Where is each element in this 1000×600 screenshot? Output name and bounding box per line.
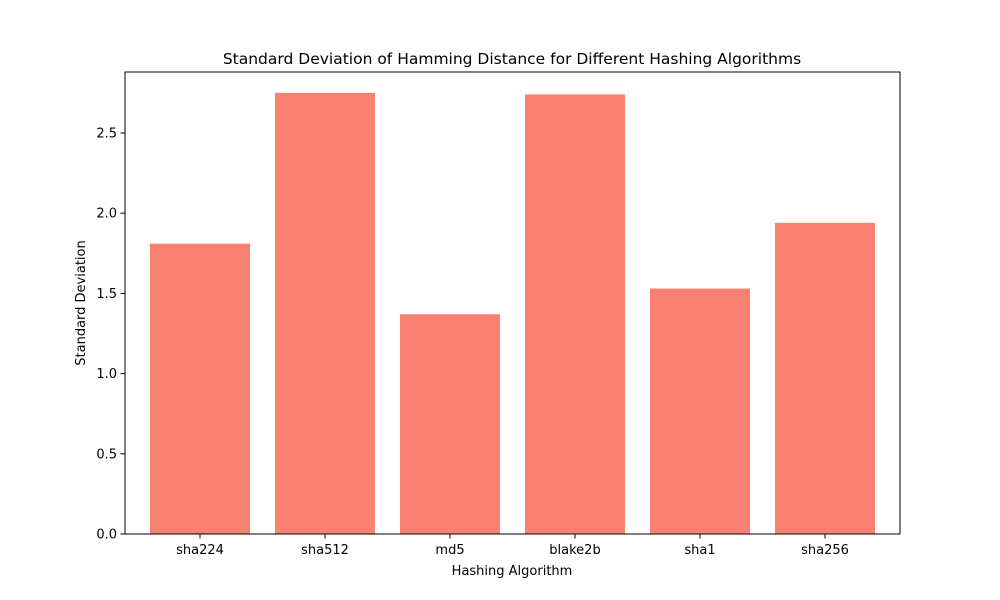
x-tick-label: sha224 [176,543,224,558]
plot-frame [124,71,901,535]
y-tick-label: 1.0 [96,367,117,382]
y-tick-label: 2.5 [96,126,117,141]
chart-title: Standard Deviation of Hamming Distance f… [223,50,801,68]
x-axis-ticks: sha224 sha512 md5 blake2b sha1 sha256 [176,534,849,558]
bars-group [150,92,875,535]
x-tick-label: md5 [435,543,464,558]
bar-sha1 [650,288,750,534]
x-tick-label: sha1 [684,543,715,558]
x-tick-label: blake2b [549,543,600,558]
y-tick-label: 2.0 [96,207,117,222]
bar-sha224 [150,243,250,535]
y-axis-ticks: 0.0 0.5 1.0 1.5 2.0 2.5 [96,126,125,543]
y-tick-label: 1.5 [96,287,117,302]
bar-md5 [400,314,500,534]
x-tick-label: sha256 [801,543,849,558]
bar-sha512 [275,92,375,535]
y-tick-label: 0.5 [96,447,117,462]
bar-blake2b [525,94,625,534]
bar-sha256 [775,222,875,534]
x-tick-label: sha512 [301,543,349,558]
x-axis-label: Hashing Algorithm [452,564,573,579]
y-tick-label: 0.0 [96,528,117,543]
y-axis-label: Standard Deviation [74,240,89,365]
